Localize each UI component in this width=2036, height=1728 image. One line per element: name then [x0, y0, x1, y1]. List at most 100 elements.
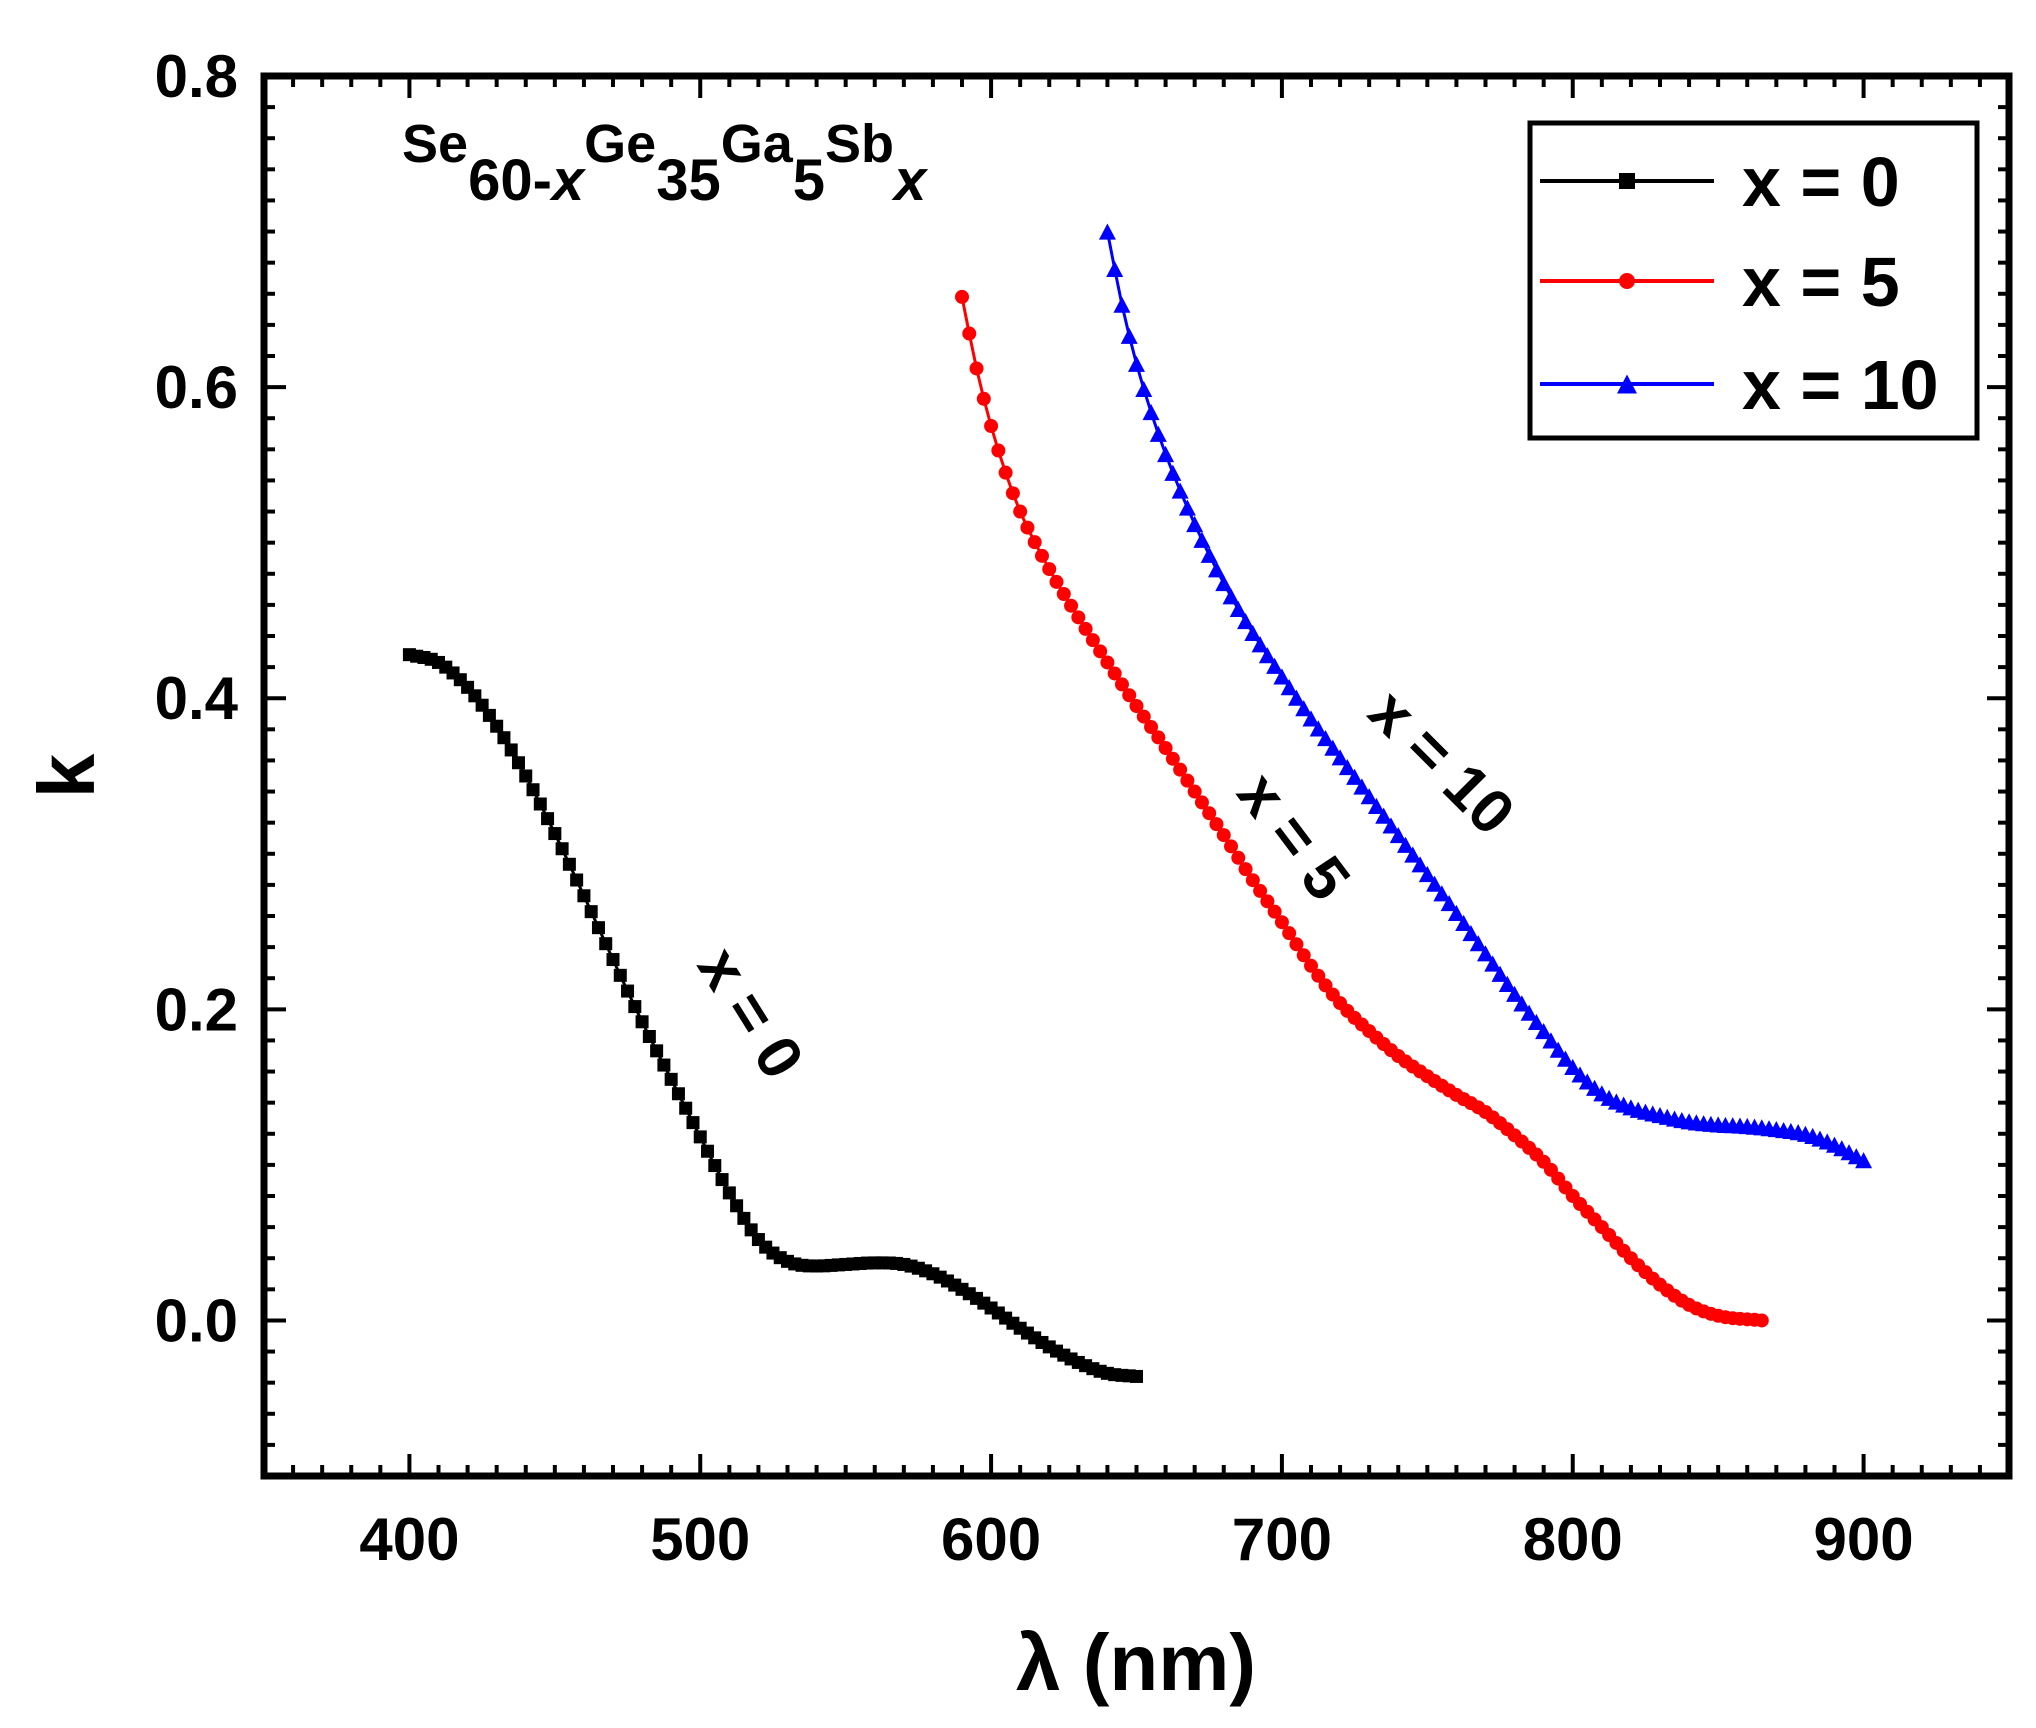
data-point: [1173, 762, 1188, 777]
data-point: [584, 905, 598, 919]
data-point: [1142, 403, 1160, 421]
formula-part: Ga: [721, 114, 794, 174]
data-point: [650, 1044, 664, 1058]
data-point: [606, 953, 620, 967]
data-point: [730, 1199, 744, 1213]
data-point: [671, 1087, 685, 1101]
data-point: [1200, 546, 1218, 563]
x-tick-label: 800: [1523, 1506, 1623, 1573]
data-point: [1078, 621, 1093, 636]
data-point: [562, 857, 576, 871]
data-point: [591, 921, 605, 935]
data-point: [628, 1000, 642, 1014]
data-point: [1506, 985, 1524, 1002]
data-point: [1013, 504, 1028, 519]
data-point: [1209, 817, 1224, 832]
data-point: [1231, 850, 1246, 865]
data-point: [1164, 464, 1182, 481]
data-point: [1216, 828, 1231, 843]
data-point: [955, 289, 969, 304]
data-point: [1549, 1041, 1567, 1058]
data-point: [613, 968, 627, 982]
data-point: [657, 1058, 671, 1072]
formula-part: 60-: [468, 148, 552, 213]
data-point: [1122, 688, 1137, 703]
data-point: [1296, 948, 1311, 963]
data-point: [722, 1186, 736, 1200]
data-point: [1158, 741, 1173, 755]
data-point: [490, 719, 504, 733]
data-point: [1093, 644, 1108, 659]
data-point: [497, 731, 511, 745]
data-point: [976, 391, 991, 406]
data-point: [475, 698, 489, 712]
data-point: [548, 827, 562, 841]
data-point: [1244, 624, 1262, 641]
data-point: [1556, 1050, 1574, 1067]
data-point: [1064, 598, 1079, 613]
data-point: [1389, 827, 1407, 844]
data-point: [1477, 945, 1494, 962]
data-point: [1120, 327, 1138, 344]
data-point: [1397, 836, 1415, 853]
data-point: [1165, 751, 1180, 766]
data-point: [1128, 355, 1145, 372]
data-point: [1107, 666, 1122, 681]
x-tick-label: 400: [359, 1506, 459, 1573]
legend-label: x = 10: [1742, 346, 1939, 424]
composition-formula: Se60-xGe35Ga5Sbx: [402, 114, 929, 213]
data-point: [1056, 587, 1071, 601]
data-point: [1331, 749, 1349, 766]
data-point: [555, 842, 569, 856]
data-point: [1157, 445, 1175, 463]
data-point: [1098, 223, 1116, 240]
data-point: [1194, 795, 1209, 810]
data-point: [1207, 561, 1225, 578]
data-point: [1855, 1152, 1873, 1169]
data-point: [1245, 873, 1260, 888]
data-point: [1311, 968, 1326, 983]
data-point: [1273, 668, 1291, 685]
formula-part: Se: [402, 114, 468, 174]
data-point: [1564, 1058, 1582, 1075]
data-point: [1106, 260, 1124, 278]
data-point: [577, 889, 591, 903]
data-point: [1375, 807, 1393, 824]
data-point: [1542, 1032, 1560, 1049]
data-point: [1100, 655, 1115, 670]
legend-marker: [1617, 374, 1637, 394]
data-point: [1186, 515, 1204, 533]
series-0: [402, 648, 1143, 1383]
data-point: [1353, 778, 1371, 795]
plot-marks: [402, 223, 1873, 1383]
data-point: [715, 1173, 729, 1187]
data-point: [1071, 610, 1086, 625]
ticks: [264, 76, 2009, 1476]
formula-part: x: [891, 148, 929, 213]
data-point: [1535, 1023, 1553, 1040]
data-point: [1237, 613, 1255, 630]
data-point: [1304, 958, 1318, 973]
legend-label: x = 5: [1742, 243, 1900, 321]
data-point: [1309, 720, 1327, 737]
data-point: [984, 419, 999, 433]
data-point: [1027, 535, 1042, 550]
data-point: [1144, 720, 1159, 734]
data-point: [504, 743, 518, 757]
data-point: [1274, 915, 1289, 930]
data-point: [1034, 548, 1049, 563]
data-point: [1484, 955, 1502, 972]
data-point: [1287, 689, 1305, 706]
data-point: [686, 1116, 700, 1130]
data-point: [642, 1029, 656, 1043]
data-point: [1130, 1369, 1143, 1383]
data-point: [1440, 894, 1458, 912]
data-point: [1280, 679, 1298, 696]
data-point: [541, 812, 555, 826]
data-point: [962, 326, 977, 341]
data-point: [1180, 773, 1195, 788]
data-point: [1404, 846, 1422, 863]
data-point: [1229, 600, 1247, 618]
data-point: [533, 797, 547, 811]
